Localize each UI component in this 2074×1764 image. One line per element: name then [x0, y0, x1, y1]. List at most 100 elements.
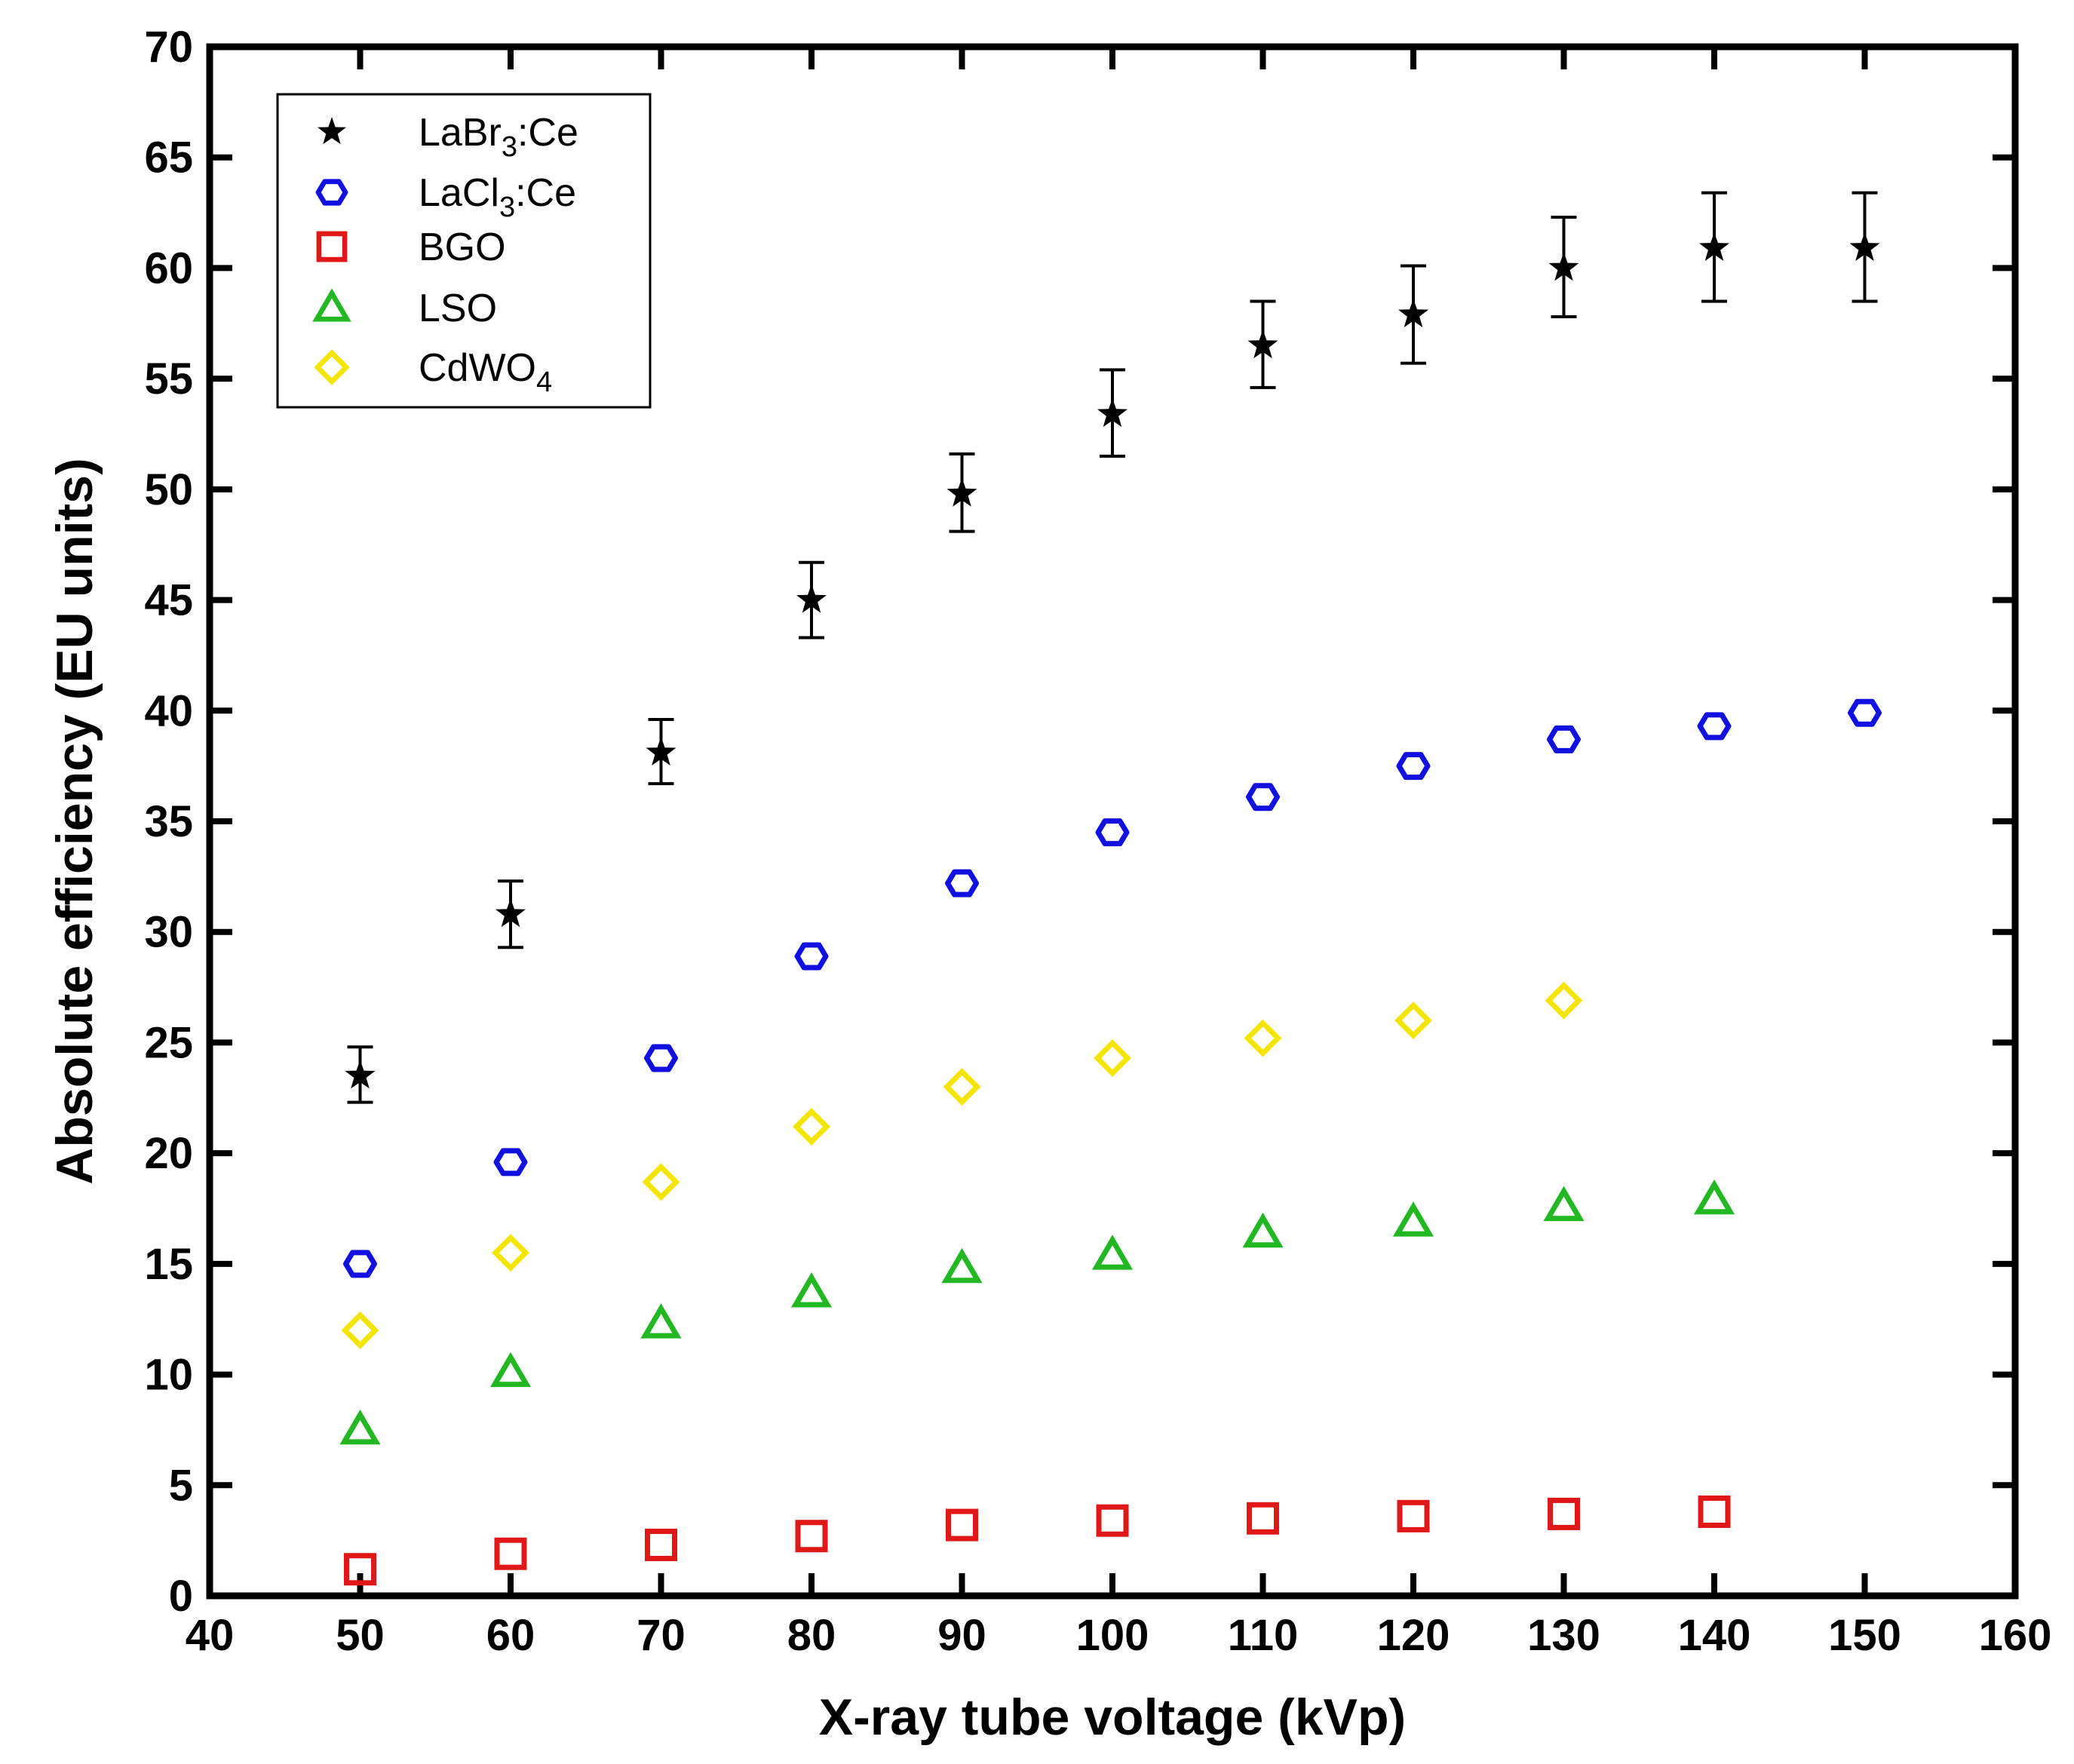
legend-label: LaBr3:Ce: [419, 111, 578, 163]
series-cdwo4: [341, 981, 1583, 1349]
y-tick-label: 35: [144, 797, 193, 846]
legend-item: LaBr3:Ce: [318, 111, 578, 163]
data-point: [1091, 1235, 1134, 1270]
data-point: [796, 584, 827, 613]
data-point: [1693, 1179, 1735, 1215]
y-tick-label: 10: [144, 1351, 193, 1400]
data-point: [640, 1303, 682, 1339]
y-tick-label: 20: [144, 1129, 193, 1178]
data-point: [1849, 232, 1880, 261]
data-point: [341, 1311, 379, 1349]
data-point: [1244, 1019, 1282, 1057]
legend-label: LaCl3:Ce: [419, 171, 576, 223]
x-tick-label: 140: [1678, 1611, 1751, 1660]
x-tick-label: 80: [787, 1611, 836, 1660]
legend-item: LSO: [312, 287, 497, 330]
data-point: [345, 1060, 376, 1089]
y-tick-label: 0: [169, 1572, 193, 1621]
series-bgo: [344, 1495, 1731, 1586]
data-point: [1394, 1002, 1432, 1040]
x-tick-label: 60: [486, 1611, 535, 1660]
data-point: [339, 1409, 381, 1445]
x-tick-label: 70: [637, 1611, 686, 1660]
legend-label: BGO: [419, 225, 506, 269]
axis-ticks: [207, 44, 2018, 1599]
x-tick-label: 160: [1979, 1611, 2052, 1660]
data-point: [1095, 818, 1130, 847]
data-point: [1548, 1497, 1580, 1530]
data-point: [646, 737, 677, 765]
data-point: [495, 898, 526, 928]
data-point: [1545, 981, 1583, 1020]
series-lso: [339, 1179, 1735, 1445]
x-axis-title: X-ray tube voltage (kVp): [819, 1689, 1406, 1746]
series-lacl3-ce: [343, 698, 1882, 1278]
data-point: [1699, 232, 1729, 261]
y-tick-label: 30: [144, 908, 193, 957]
x-tick-label: 110: [1228, 1611, 1299, 1660]
data-point: [1247, 330, 1278, 359]
data-point: [645, 1529, 677, 1562]
data-point: [946, 477, 977, 507]
y-tick-label: 65: [144, 133, 193, 183]
data-point: [945, 869, 979, 897]
data-point: [494, 1537, 527, 1570]
x-tick-label: 50: [336, 1611, 385, 1660]
data-point: [946, 1508, 978, 1542]
legend-marker-hexagon: [315, 179, 348, 206]
data-point: [1396, 752, 1431, 781]
legend-label: LSO: [419, 287, 497, 330]
y-tick-label: 70: [144, 23, 193, 72]
data-point: [941, 1247, 983, 1284]
y-tick-label: 25: [144, 1018, 193, 1067]
y-tick-label: 55: [144, 354, 193, 403]
data-point: [493, 1148, 528, 1177]
x-tick-label: 120: [1377, 1611, 1450, 1660]
data-point: [489, 1351, 532, 1388]
data-point: [943, 1068, 981, 1106]
data-point: [1096, 1504, 1129, 1537]
data-point: [1547, 725, 1581, 753]
y-tick-label: 45: [144, 576, 193, 625]
legend-marker-triangle: [312, 288, 351, 322]
data-point: [1242, 1212, 1284, 1248]
y-tick-label: 60: [144, 244, 193, 293]
data-point: [1097, 398, 1128, 428]
data-point: [1398, 299, 1428, 327]
y-tick-label: 40: [144, 686, 193, 735]
legend-box: [276, 93, 652, 409]
data-point: [1392, 1201, 1434, 1237]
data-point: [642, 1163, 680, 1201]
x-tick-label: 100: [1076, 1611, 1149, 1660]
data-point: [1247, 1502, 1279, 1535]
data-point: [1697, 712, 1732, 741]
data-point: [794, 942, 829, 971]
plot-area-frame: [206, 43, 2019, 1600]
legend-item: CdWO4: [314, 346, 552, 398]
data-point: [793, 1107, 830, 1146]
x-tick-label: 90: [937, 1611, 986, 1660]
data-point: [1698, 1495, 1731, 1528]
y-tick-label: 50: [144, 465, 193, 514]
data-point: [1246, 783, 1280, 811]
legend-item: BGO: [316, 225, 506, 269]
x-tick-label: 130: [1527, 1611, 1600, 1660]
data-point: [343, 1250, 377, 1278]
y-tick-label: 15: [144, 1240, 193, 1289]
data-point: [644, 1044, 678, 1072]
legend-label: CdWO4: [419, 346, 552, 398]
data-series: [339, 191, 1882, 1586]
data-point: [1094, 1039, 1131, 1077]
data-point: [1848, 698, 1882, 727]
legend-marker-star: [318, 117, 346, 145]
legend-marker-diamond: [314, 349, 350, 385]
y-tick-label: 5: [169, 1461, 193, 1510]
data-point: [344, 1553, 376, 1586]
data-point: [492, 1234, 529, 1272]
data-point: [1548, 252, 1579, 281]
axis-tick-labels: 40 50 60 70 80 90 100 110 120 130 140 150 160 0 5 10 15 2…: [144, 23, 2051, 1660]
legend-marker-square: [316, 231, 348, 262]
x-tick-label: 150: [1828, 1611, 1901, 1660]
